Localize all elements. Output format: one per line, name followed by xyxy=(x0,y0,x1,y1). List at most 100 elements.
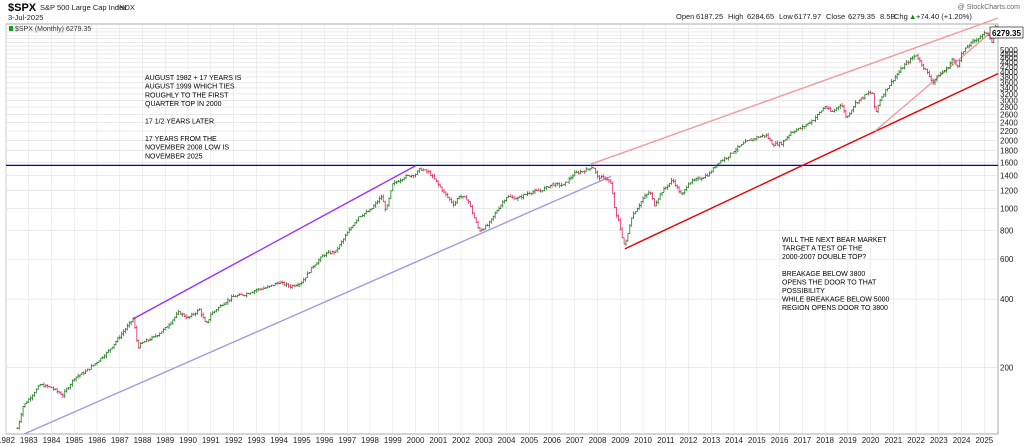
y-tick-label: 2000 xyxy=(1000,136,1018,145)
price-bar xyxy=(450,197,453,204)
price-bar xyxy=(315,261,318,266)
series-legend: $SPX (Monthly) 6279.35 xyxy=(9,26,91,33)
x-tick-label: 2001 xyxy=(429,436,447,445)
price-bar xyxy=(486,223,489,227)
price-bar xyxy=(183,313,186,318)
price-bar xyxy=(312,265,315,269)
price-bar xyxy=(545,185,548,191)
price-bar xyxy=(221,304,224,307)
price-bar xyxy=(88,368,91,371)
price-bar xyxy=(80,372,83,376)
x-tick-label: 1995 xyxy=(293,436,311,445)
price-bar xyxy=(596,170,599,179)
price-bar xyxy=(58,390,61,394)
price-bar xyxy=(788,134,791,140)
price-bar xyxy=(372,204,375,209)
exchange: INDX xyxy=(117,3,135,12)
price-bar xyxy=(23,403,26,408)
price-bar xyxy=(475,216,478,223)
price-bar xyxy=(492,215,495,222)
x-tick-label: 2018 xyxy=(816,436,834,445)
price-bar xyxy=(617,214,620,222)
price-bar xyxy=(435,178,438,183)
price-bar xyxy=(770,139,773,145)
price-bar xyxy=(268,285,271,288)
price-bar xyxy=(846,115,849,119)
annotation-line: TARGET A TEST OF THE xyxy=(782,246,863,253)
price-bar xyxy=(524,193,527,196)
price-bar xyxy=(799,127,802,130)
price-bar xyxy=(638,203,641,210)
price-bar xyxy=(945,66,948,73)
price-bar xyxy=(69,383,72,390)
x-tick-label: 1983 xyxy=(20,436,38,445)
price-bar xyxy=(325,251,328,258)
price-bar xyxy=(143,341,146,343)
price-bar xyxy=(54,388,57,391)
price-bar xyxy=(513,195,516,200)
price-bar xyxy=(822,107,825,112)
annotation-line: 2000-2007 DOUBLE TOP? xyxy=(782,254,866,261)
price-bar xyxy=(86,368,89,372)
price-bar xyxy=(960,51,963,63)
price-bar xyxy=(162,328,165,334)
price-bar xyxy=(488,220,491,228)
price-bar xyxy=(236,294,239,298)
price-bar xyxy=(185,314,188,320)
y-tick-label: 4200 xyxy=(1000,63,1018,72)
price-bar xyxy=(518,195,521,199)
price-bar xyxy=(103,354,106,359)
price-bar xyxy=(570,175,573,181)
price-bar xyxy=(281,280,284,285)
price-bar xyxy=(780,141,783,146)
annotation-line: WHILE BREAKAGE BELOW 5000 xyxy=(782,297,889,304)
price-bar xyxy=(448,196,451,202)
price-bar xyxy=(50,386,53,389)
price-bar xyxy=(135,325,138,343)
price-bar xyxy=(215,309,218,313)
grid-vertical xyxy=(5,24,985,434)
price-bar xyxy=(956,64,959,69)
price-bar xyxy=(105,351,108,359)
price-bar xyxy=(920,60,923,67)
price-bar xyxy=(374,201,377,208)
price-bar xyxy=(807,122,810,126)
trendline xyxy=(133,165,416,320)
trendline xyxy=(23,175,612,435)
price-bar xyxy=(122,329,125,337)
price-bar xyxy=(29,395,32,402)
price-bar xyxy=(761,133,764,138)
price-bar xyxy=(860,97,863,102)
price-bar xyxy=(378,196,381,204)
price-bar xyxy=(801,124,804,131)
price-bar xyxy=(300,281,303,286)
price-bar xyxy=(619,218,622,231)
price-bar xyxy=(913,54,916,60)
price-bar xyxy=(621,226,624,239)
price-bar xyxy=(78,374,81,378)
price-bar xyxy=(264,286,267,289)
price-bar xyxy=(164,327,167,331)
price-bar xyxy=(651,192,654,200)
price-bar xyxy=(748,139,751,142)
annotation-line: AUGUST 1982 + 17 YEARS IS xyxy=(145,75,242,82)
price-bar xyxy=(33,391,36,397)
price-bar xyxy=(791,131,794,133)
price-bar xyxy=(461,195,464,199)
x-tick-label: 2004 xyxy=(498,436,516,445)
price-bar xyxy=(528,191,531,195)
price-bar xyxy=(181,312,184,317)
x-tick-label: 2008 xyxy=(589,436,607,445)
price-bar xyxy=(114,340,117,346)
price-bar xyxy=(226,297,229,305)
price-bar xyxy=(894,75,897,82)
price-bar xyxy=(655,200,658,207)
price-bar xyxy=(369,208,372,213)
price-bar xyxy=(84,369,87,375)
price-bar xyxy=(841,102,844,108)
price-bar xyxy=(818,111,821,116)
price-bar xyxy=(943,69,946,73)
price-bar xyxy=(625,239,627,246)
x-axis-labels: 1982 1983 1984 1985 1986 1987 1988 1989 1990 1991… xyxy=(0,436,994,445)
price-bar xyxy=(463,195,466,198)
